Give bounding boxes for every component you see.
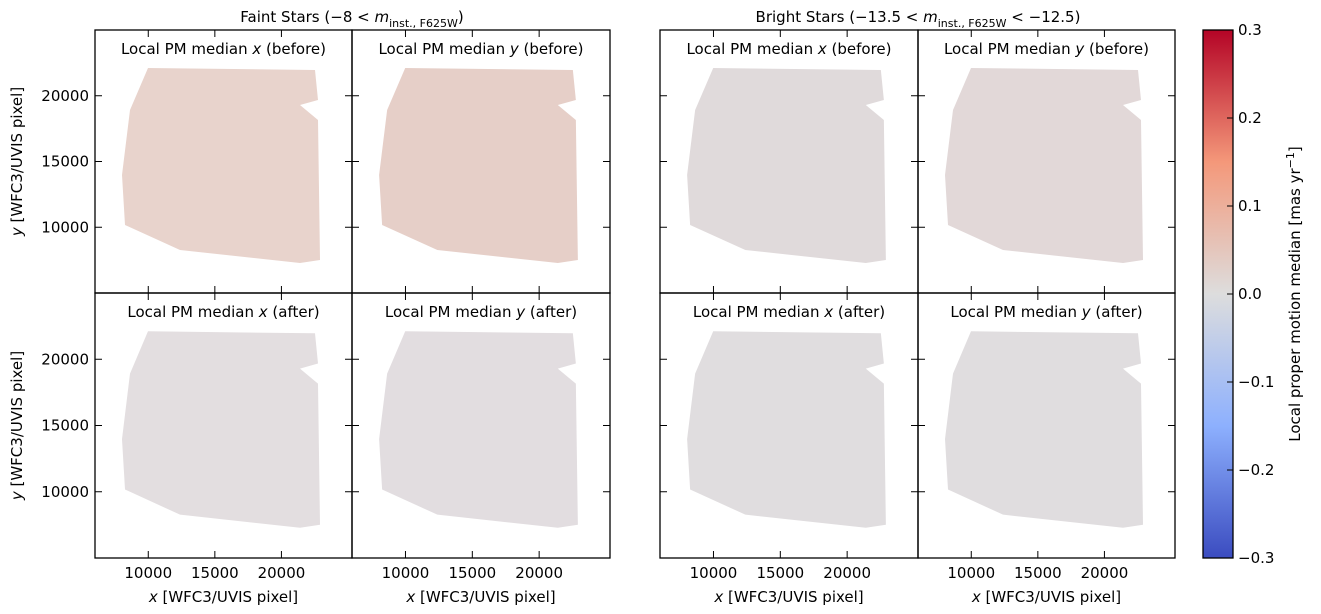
group-title: Bright Stars (−13.5 < minst., F625W < −1… xyxy=(756,8,1081,30)
text-segment: x xyxy=(258,303,268,321)
y-tick-label: 10000 xyxy=(41,483,89,501)
colorbar-tick-label: 0.2 xyxy=(1238,109,1262,127)
x-tick-label: 10000 xyxy=(382,564,430,582)
text-segment: x xyxy=(823,303,833,321)
x-axis-label: x [WFC3/UVIS pixel] xyxy=(148,588,298,606)
text-segment: [WFC3/UVIS pixel] xyxy=(8,351,26,491)
x-tick-label: 10000 xyxy=(690,564,738,582)
text-segment: x xyxy=(405,588,415,606)
text-segment: [WFC3/UVIS pixel] xyxy=(981,588,1121,606)
colorbar-tick-label: −0.2 xyxy=(1238,461,1274,479)
text-segment: inst., F625W xyxy=(389,17,458,30)
colorbar-tick-label: 0.0 xyxy=(1238,285,1262,303)
text-segment: y xyxy=(1081,303,1092,321)
panel-title: Local PM median y (before) xyxy=(378,40,583,58)
field-footprint xyxy=(687,68,886,263)
text-segment: y xyxy=(8,226,26,237)
text-segment: inst., F625W xyxy=(938,17,1007,30)
x-tick-label: 10000 xyxy=(124,564,172,582)
text-segment: y xyxy=(1074,40,1085,58)
panel-title: Local PM median x (after) xyxy=(693,303,885,321)
text-segment: Local PM median xyxy=(944,40,1075,58)
text-segment: (before) xyxy=(261,40,326,58)
text-segment: Local PM median xyxy=(950,303,1081,321)
colorbar-tick-label: 0.3 xyxy=(1238,21,1262,39)
text-segment: Local PM median xyxy=(686,40,817,58)
panel-title: Local PM median y (after) xyxy=(950,303,1142,321)
text-segment: x xyxy=(817,40,827,58)
text-segment: x xyxy=(251,40,261,58)
x-tick-label: 15000 xyxy=(448,564,496,582)
text-segment: ) xyxy=(458,8,464,26)
y-tick-label: 20000 xyxy=(41,350,89,368)
field-footprint xyxy=(379,331,578,528)
text-segment: x xyxy=(971,588,981,606)
text-segment: (after) xyxy=(268,303,320,321)
text-segment: (before) xyxy=(827,40,892,58)
field-footprint xyxy=(945,68,1143,263)
text-segment: Bright Stars (−13.5 < xyxy=(756,8,924,26)
field-footprint xyxy=(122,68,320,263)
y-tick-label: 10000 xyxy=(41,218,89,236)
text-segment: Local PM median xyxy=(693,303,824,321)
x-tick-label: 20000 xyxy=(515,564,563,582)
panel-title: Local PM median x (before) xyxy=(121,40,326,58)
text-segment: Local PM median xyxy=(121,40,252,58)
x-tick-label: 15000 xyxy=(756,564,804,582)
text-segment: (after) xyxy=(1091,303,1143,321)
text-segment: (before) xyxy=(1084,40,1149,58)
field-footprint xyxy=(122,331,320,528)
text-segment: (after) xyxy=(833,303,885,321)
text-segment: −1 xyxy=(1284,152,1297,168)
text-segment: m xyxy=(374,8,389,26)
panel-title: Local PM median x (after) xyxy=(127,303,319,321)
colorbar-label: Local proper motion median [mas yr−1] xyxy=(1284,146,1304,442)
x-tick-label: 20000 xyxy=(1081,564,1129,582)
x-tick-label: 15000 xyxy=(191,564,239,582)
x-tick-label: 15000 xyxy=(1014,564,1062,582)
text-segment: [WFC3/UVIS pixel] xyxy=(158,588,298,606)
y-tick-label: 15000 xyxy=(41,417,89,435)
text-segment: Faint Stars (−8 < xyxy=(240,8,374,26)
text-segment: Local proper motion median [mas yr xyxy=(1286,167,1304,441)
text-segment: Local PM median xyxy=(385,303,516,321)
y-axis-label: y [WFC3/UVIS pixel] xyxy=(8,87,26,237)
x-axis-label: x [WFC3/UVIS pixel] xyxy=(405,588,555,606)
text-segment: y xyxy=(515,303,526,321)
panel-title: Local PM median x (before) xyxy=(686,40,891,58)
text-segment: ] xyxy=(1286,146,1304,152)
x-tick-label: 10000 xyxy=(947,564,995,582)
group-title: Faint Stars (−8 < minst., F625W) xyxy=(240,8,463,30)
panel-title: Local PM median y (after) xyxy=(385,303,577,321)
text-segment: Local PM median xyxy=(127,303,258,321)
text-segment: x xyxy=(148,588,158,606)
text-segment: Local PM median xyxy=(378,40,509,58)
text-segment: (before) xyxy=(519,40,584,58)
panel-title: Local PM median y (before) xyxy=(944,40,1149,58)
text-segment: [WFC3/UVIS pixel] xyxy=(723,588,863,606)
text-segment: < −12.5) xyxy=(1007,8,1081,26)
colorbar-tick-label: −0.3 xyxy=(1238,549,1274,567)
y-tick-label: 15000 xyxy=(41,153,89,171)
x-axis-label: x [WFC3/UVIS pixel] xyxy=(971,588,1121,606)
colorbar-tick-label: 0.1 xyxy=(1238,197,1262,215)
field-footprint xyxy=(379,68,578,263)
text-segment: y xyxy=(8,490,26,501)
x-tick-label: 20000 xyxy=(823,564,871,582)
text-segment: [WFC3/UVIS pixel] xyxy=(8,87,26,227)
text-segment: x xyxy=(713,588,723,606)
field-footprint xyxy=(687,331,886,528)
text-segment: (after) xyxy=(525,303,577,321)
text-segment: y xyxy=(509,40,520,58)
y-axis-label: y [WFC3/UVIS pixel] xyxy=(8,351,26,501)
x-axis-label: x [WFC3/UVIS pixel] xyxy=(713,588,863,606)
x-tick-label: 20000 xyxy=(258,564,306,582)
y-tick-label: 20000 xyxy=(41,87,89,105)
colorbar-tick-label: −0.1 xyxy=(1238,373,1274,391)
text-segment: m xyxy=(923,8,938,26)
text-segment: [WFC3/UVIS pixel] xyxy=(415,588,555,606)
field-footprint xyxy=(945,331,1143,528)
